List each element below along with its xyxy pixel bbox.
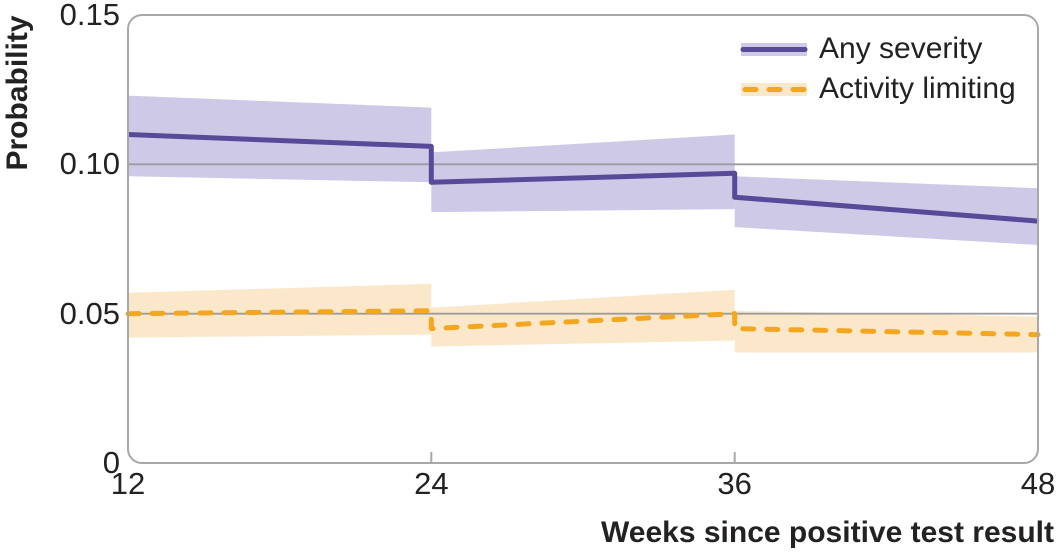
x-tick-label-48: 48 <box>1020 466 1056 501</box>
legend: Any severity Activity limiting <box>740 29 1016 108</box>
series-line-activity-limiting <box>125 308 1041 338</box>
band-any-severity-1 <box>431 134 735 213</box>
legend-item-activity-limiting: Activity limiting <box>740 69 1016 108</box>
x-tick-label-12: 12 <box>110 466 146 501</box>
series-line-any-severity <box>127 132 1039 224</box>
y-tick-label-0: 0 <box>102 445 120 480</box>
legend-item-any-severity: Any severity <box>740 29 1016 68</box>
y-tick-label-0.15: 0.15 <box>59 0 120 32</box>
plot-border <box>127 14 1039 464</box>
legend-label-activity-limiting: Activity limiting <box>819 71 1016 105</box>
y-tick-label-0.10: 0.10 <box>59 146 120 182</box>
x-tick-label-36: 36 <box>717 466 752 501</box>
band-activity-limiting-1 <box>431 289 735 347</box>
x-axis-title: Weeks since positive test result <box>601 516 1054 549</box>
x-tick-label-24: 24 <box>414 466 449 501</box>
legend-swatch-any-severity <box>740 42 808 56</box>
legend-label-any-severity: Any severity <box>819 31 983 65</box>
y-tick-label-0.05: 0.05 <box>59 295 120 331</box>
legend-swatch-activity-limiting <box>741 82 808 96</box>
